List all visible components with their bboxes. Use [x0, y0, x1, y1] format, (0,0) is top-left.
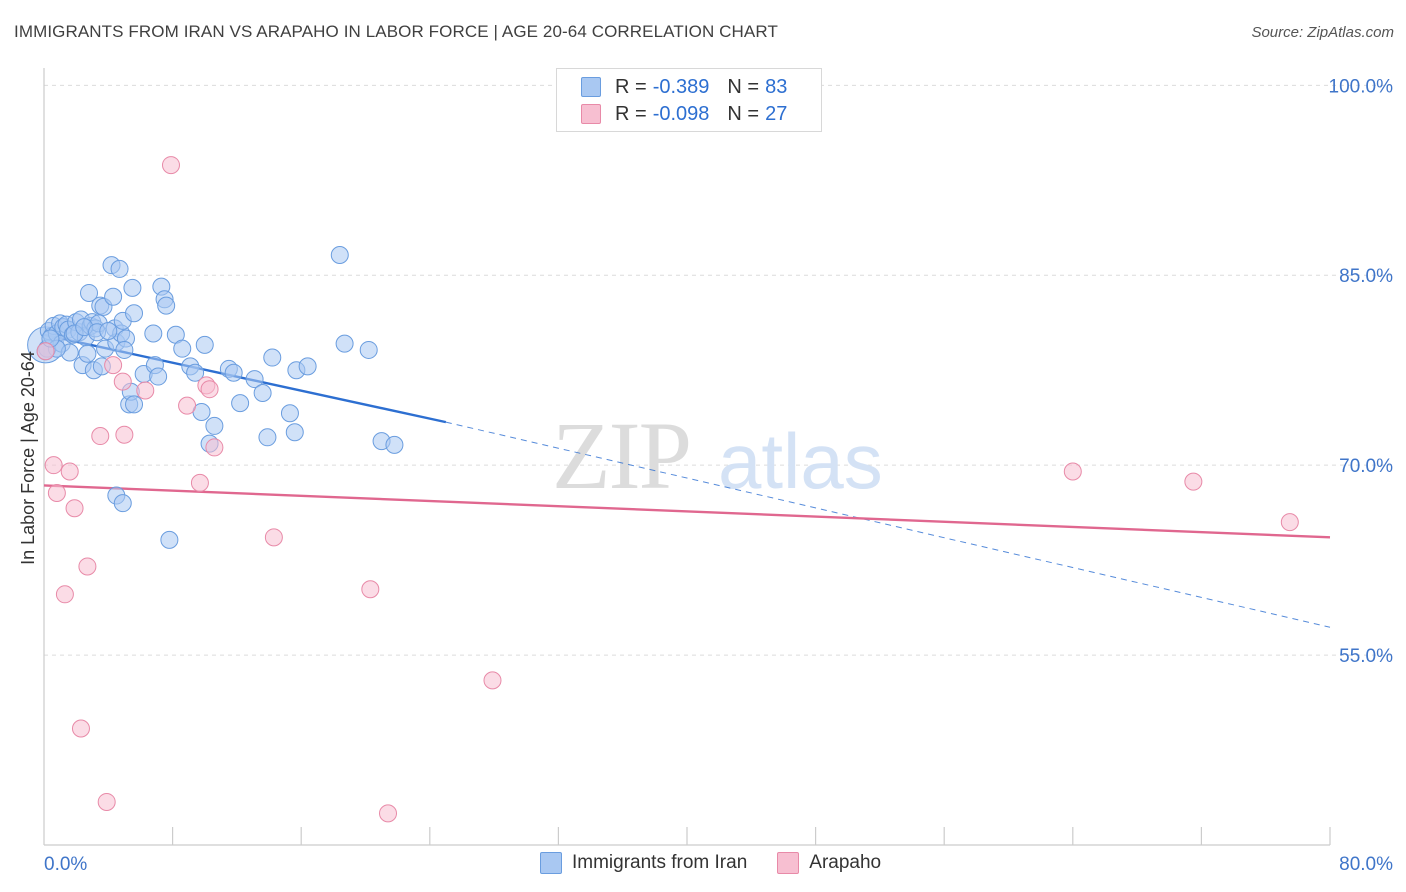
watermark: ZIP atlas	[552, 402, 883, 509]
data-point-iran	[115, 340, 134, 359]
data-point-iran	[99, 321, 118, 340]
y-tick-label: 100.0%	[1329, 76, 1394, 97]
y-tick-label: 55.0%	[1339, 646, 1393, 667]
trend-line-arapaho	[43, 484, 1331, 539]
data-point-arapaho	[161, 156, 180, 175]
data-point-iran	[359, 340, 378, 359]
data-point-arapaho	[113, 372, 132, 391]
data-point-arapaho	[44, 456, 63, 475]
legend-row-arapaho: R = -0.098 N = 27	[581, 101, 787, 127]
correlation-legend: R = -0.389 N = 83 R = -0.098 N = 27	[556, 68, 822, 132]
data-points	[27, 156, 1299, 823]
data-point-iran	[160, 530, 179, 549]
data-point-arapaho	[1063, 462, 1082, 481]
legend-swatch-arapaho	[777, 852, 800, 874]
data-point-iran	[110, 259, 129, 278]
legend-n-label: N =	[727, 102, 760, 125]
data-point-arapaho	[1184, 472, 1203, 491]
data-point-iran	[280, 404, 299, 423]
grid-lines	[44, 84, 1392, 656]
data-point-arapaho	[379, 804, 398, 823]
data-point-arapaho	[55, 585, 74, 604]
data-point-arapaho	[36, 342, 55, 361]
data-point-arapaho	[65, 499, 84, 518]
data-point-iran	[173, 339, 192, 358]
data-point-arapaho	[136, 381, 155, 400]
data-point-iran	[335, 334, 354, 353]
legend-label-arapaho: Arapaho	[809, 852, 882, 873]
data-point-iran	[195, 335, 214, 354]
data-point-iran	[123, 278, 142, 297]
data-point-iran	[385, 435, 404, 454]
chart-title: IMMIGRANTS FROM IRAN VS ARAPAHO IN LABOR…	[14, 22, 778, 41]
y-tick-label: 85.0%	[1339, 266, 1393, 287]
watermark-atlas: atlas	[718, 417, 883, 505]
data-point-arapaho	[483, 671, 502, 690]
data-point-iran	[125, 304, 144, 323]
legend-swatch-iran	[581, 77, 601, 97]
data-point-iran	[253, 383, 272, 402]
data-point-arapaho	[178, 396, 197, 415]
data-point-iran	[149, 367, 168, 386]
data-point-iran	[298, 357, 317, 376]
legend-row-iran: R = -0.389 N = 83	[581, 74, 787, 100]
data-point-iran	[231, 394, 250, 413]
y-tick-label: 70.0%	[1339, 456, 1393, 477]
trend-line-iran-extension	[445, 421, 1331, 628]
legend-item-iran[interactable]: Immigrants from Iran	[540, 852, 747, 874]
data-point-arapaho	[361, 580, 380, 599]
data-point-iran	[245, 370, 264, 389]
data-point-arapaho	[1280, 513, 1299, 532]
tick-labels: 100.0% 85.0% 70.0% 55.0% 0.0% 80.0%	[44, 76, 1393, 875]
series-legend: Immigrants from Iran Arapaho	[540, 852, 911, 874]
data-point-arapaho	[47, 484, 66, 503]
data-point-arapaho	[115, 425, 134, 444]
legend-swatch-iran	[540, 852, 562, 874]
data-point-iran	[263, 348, 282, 367]
data-point-iran	[285, 423, 304, 442]
legend-r-value: -0.098	[652, 102, 710, 125]
legend-r-value: -0.389	[652, 75, 710, 98]
data-point-iran	[125, 395, 144, 414]
data-point-arapaho	[205, 438, 224, 457]
data-point-iran	[104, 287, 123, 306]
legend-r-label: R =	[615, 102, 647, 125]
legend-item-arapaho[interactable]: Arapaho	[777, 852, 881, 874]
data-point-arapaho	[91, 427, 110, 446]
source-credit: Source: ZipAtlas.com	[1251, 24, 1394, 41]
data-point-iran	[78, 344, 97, 363]
x-tick-label: 80.0%	[1339, 854, 1393, 875]
data-point-arapaho	[71, 719, 90, 738]
data-point-arapaho	[264, 528, 283, 547]
data-point-iran	[186, 363, 205, 382]
data-point-arapaho	[60, 462, 79, 481]
data-point-iran	[113, 494, 132, 513]
data-point-iran	[330, 245, 349, 264]
data-point-iran	[157, 296, 176, 315]
data-point-arapaho	[78, 557, 97, 576]
legend-n-value: 83	[765, 75, 788, 98]
legend-label-iran: Immigrants from Iran	[572, 852, 748, 873]
legend-swatch-arapaho	[581, 104, 601, 124]
data-point-arapaho	[200, 380, 219, 399]
data-point-iran	[144, 324, 163, 343]
data-point-arapaho	[104, 356, 123, 375]
data-point-iran	[205, 416, 224, 435]
legend-r-label: R =	[615, 75, 647, 98]
watermark-zip: ZIP	[552, 402, 690, 509]
legend-n-value: 27	[765, 102, 788, 125]
data-point-iran	[258, 428, 277, 447]
legend-n-label: N =	[727, 75, 760, 98]
x-tick-label: 0.0%	[44, 854, 87, 875]
y-axis-label: In Labor Force | Age 20-64	[18, 351, 38, 565]
data-point-iran	[80, 283, 99, 302]
axes	[43, 68, 1331, 846]
data-point-arapaho	[97, 792, 116, 811]
data-point-arapaho	[190, 473, 209, 492]
data-point-iran	[224, 363, 243, 382]
